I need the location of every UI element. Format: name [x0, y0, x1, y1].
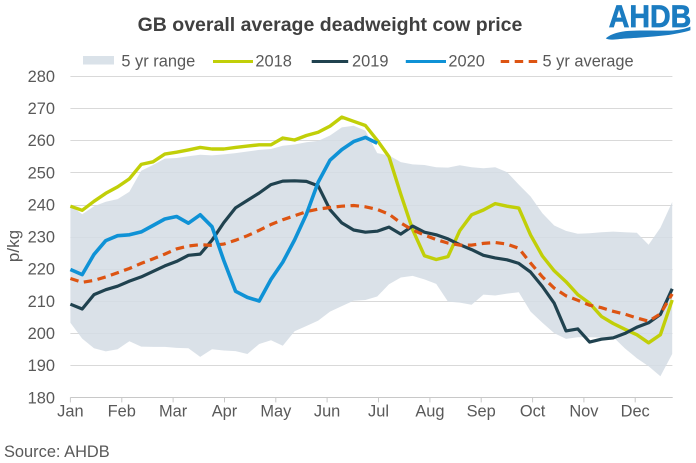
- svg-text:GB overall average deadweight: GB overall average deadweight cow price: [138, 14, 523, 36]
- svg-text:Oct: Oct: [520, 403, 546, 421]
- svg-text:Jun: Jun: [314, 403, 340, 421]
- svg-text:240: 240: [28, 197, 55, 215]
- svg-text:Apr: Apr: [212, 403, 238, 421]
- svg-text:Source: AHDB: Source: AHDB: [4, 443, 110, 461]
- svg-text:Sep: Sep: [467, 403, 496, 421]
- svg-text:250: 250: [28, 164, 55, 182]
- svg-text:AHDB: AHDB: [609, 0, 692, 34]
- svg-text:Dec: Dec: [621, 403, 650, 421]
- svg-text:280: 280: [28, 68, 55, 86]
- svg-text:5 yr range: 5 yr range: [121, 52, 195, 70]
- svg-text:270: 270: [28, 100, 55, 118]
- svg-text:5 yr average: 5 yr average: [543, 52, 634, 70]
- svg-text:200: 200: [28, 325, 55, 343]
- svg-text:230: 230: [28, 229, 55, 247]
- svg-text:2020: 2020: [448, 52, 484, 70]
- svg-text:180: 180: [28, 389, 55, 407]
- svg-text:2019: 2019: [352, 52, 388, 70]
- svg-text:Feb: Feb: [108, 403, 136, 421]
- svg-text:190: 190: [28, 357, 55, 375]
- svg-text:Jul: Jul: [368, 403, 389, 421]
- svg-text:p/kg: p/kg: [4, 230, 23, 262]
- svg-text:Aug: Aug: [415, 403, 444, 421]
- svg-text:Mar: Mar: [159, 403, 188, 421]
- svg-text:260: 260: [28, 132, 55, 150]
- svg-text:Nov: Nov: [569, 403, 599, 421]
- svg-text:Jan: Jan: [57, 403, 83, 421]
- svg-text:220: 220: [28, 261, 55, 279]
- svg-text:2018: 2018: [255, 52, 291, 70]
- svg-text:210: 210: [28, 293, 55, 311]
- svg-text:May: May: [260, 403, 292, 421]
